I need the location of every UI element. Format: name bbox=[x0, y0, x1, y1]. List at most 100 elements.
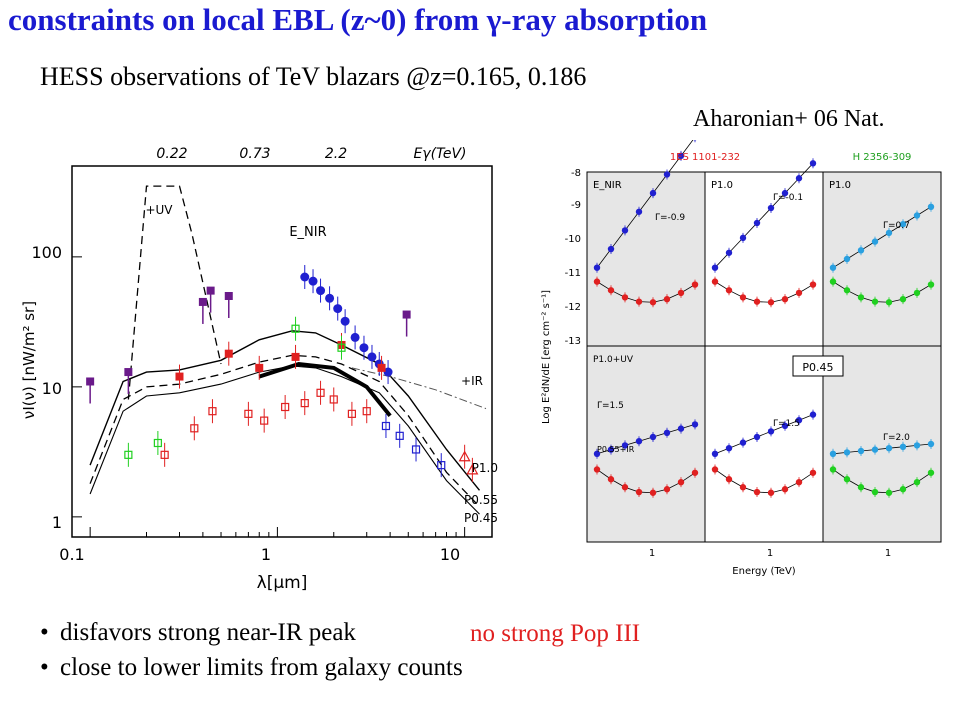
column-title: 1ES 1101-232 bbox=[670, 152, 740, 163]
gamma-label: Γ=-0.1 bbox=[773, 193, 803, 203]
observed-point bbox=[649, 489, 657, 496]
curve-label: P0.45 bbox=[464, 511, 498, 525]
intrinsic-point bbox=[663, 429, 671, 436]
observed-point bbox=[913, 289, 921, 297]
intrinsic-point bbox=[649, 189, 657, 197]
observed-point bbox=[607, 287, 615, 294]
gamma-label: Γ=1.5 bbox=[597, 401, 624, 411]
observed-point bbox=[781, 486, 789, 493]
bullet-item: • disfavors strong near-IR peak bbox=[40, 619, 356, 646]
intrinsic-point bbox=[677, 425, 685, 432]
intrinsic-point bbox=[913, 212, 921, 219]
curve-+UV bbox=[127, 185, 222, 400]
observed-point bbox=[621, 294, 629, 301]
intrinsic-point bbox=[767, 428, 775, 435]
x-tick-label: 1 bbox=[885, 548, 891, 559]
intrinsic-point bbox=[843, 449, 851, 456]
y-tick-label: -8 bbox=[571, 168, 581, 179]
observed-point bbox=[621, 484, 629, 491]
observed-point bbox=[857, 484, 865, 491]
observed-point bbox=[593, 278, 601, 285]
data-point bbox=[340, 316, 350, 326]
observed-point bbox=[767, 489, 775, 496]
panel-label: P1.0+UV bbox=[593, 355, 634, 365]
top-tick-label: 0.22 bbox=[156, 146, 187, 162]
intrinsic-point bbox=[913, 442, 921, 449]
data-point bbox=[208, 407, 217, 416]
intrinsic-point bbox=[927, 203, 935, 210]
bullet-item: • close to lower limits from galaxy count… bbox=[40, 654, 463, 681]
intrinsic-point bbox=[649, 433, 657, 441]
y-tick-label: -10 bbox=[565, 234, 581, 245]
observed-point bbox=[635, 298, 643, 305]
observed-point bbox=[635, 488, 643, 496]
data-point bbox=[153, 438, 162, 448]
data-point bbox=[381, 421, 391, 431]
panel-label: P0.45 bbox=[802, 361, 833, 374]
y-tick-label: 10 bbox=[42, 379, 62, 398]
data-point bbox=[350, 332, 360, 342]
observed-point bbox=[767, 299, 775, 306]
y-tick-label: -13 bbox=[565, 336, 581, 347]
observed-point bbox=[711, 466, 719, 473]
ebl-spectrum-chart: 0.1 1 10 λ[μm] 1 10 100 νI(ν) [nW/m² sr]… bbox=[20, 146, 498, 593]
data-point bbox=[337, 343, 346, 352]
intrinsic-point bbox=[809, 160, 817, 167]
observed-point bbox=[843, 476, 851, 483]
data-point bbox=[316, 388, 325, 397]
intrinsic-point bbox=[739, 234, 747, 242]
observed-point bbox=[753, 298, 761, 305]
x-axis-label: Energy (TeV) bbox=[732, 566, 795, 577]
observed-point bbox=[607, 476, 615, 483]
curve-label: P0.55 bbox=[464, 493, 498, 507]
data-point bbox=[466, 463, 479, 475]
observed-point bbox=[739, 484, 747, 491]
observed-point bbox=[871, 298, 879, 305]
data-point bbox=[291, 352, 300, 361]
observed-point bbox=[691, 469, 699, 476]
data-point bbox=[86, 377, 95, 386]
observed-point bbox=[809, 281, 817, 288]
data-point bbox=[300, 399, 309, 408]
intrinsic-point bbox=[781, 422, 789, 429]
intrinsic-point bbox=[621, 442, 629, 449]
data-point bbox=[224, 291, 233, 300]
curve-label: P1.0 bbox=[472, 461, 498, 475]
observed-point bbox=[677, 289, 685, 297]
intrinsic-point bbox=[899, 443, 907, 450]
observed-point bbox=[927, 281, 935, 288]
data-point bbox=[316, 286, 326, 296]
data-point bbox=[175, 372, 184, 381]
intrinsic-point bbox=[607, 245, 615, 253]
intrinsic-point bbox=[593, 264, 601, 271]
data-point bbox=[206, 286, 215, 295]
observed-point bbox=[829, 466, 837, 473]
top-axis-label: Eγ(TeV) bbox=[413, 146, 466, 162]
intrinsic-point bbox=[829, 450, 837, 457]
intrinsic-point bbox=[677, 152, 685, 160]
intrinsic-point bbox=[753, 219, 761, 227]
data-point bbox=[124, 450, 133, 459]
y-tick-label: -12 bbox=[565, 302, 581, 313]
uv-annotation: +UV bbox=[145, 203, 173, 217]
data-point bbox=[329, 395, 338, 404]
data-point bbox=[291, 324, 300, 333]
observed-point bbox=[885, 489, 893, 496]
intrinsic-point bbox=[725, 249, 733, 256]
intrinsic-point bbox=[711, 264, 719, 271]
data-point bbox=[124, 368, 133, 377]
data-point bbox=[402, 310, 411, 319]
data-point bbox=[395, 431, 404, 440]
gamma-label: Γ=0.7 bbox=[883, 221, 910, 231]
intrinsic-point bbox=[711, 450, 719, 457]
observed-point bbox=[663, 295, 671, 303]
intrinsic-point bbox=[885, 229, 893, 237]
gamma-label: Γ=-0.9 bbox=[655, 213, 685, 223]
y-tick-label: 100 bbox=[31, 243, 62, 262]
data-point bbox=[300, 272, 310, 282]
pop-iii-note: no strong Pop III bbox=[470, 620, 641, 647]
observed-point bbox=[725, 287, 733, 294]
data-point bbox=[458, 450, 471, 462]
data-point bbox=[308, 276, 318, 286]
fit-curve bbox=[596, 140, 694, 268]
